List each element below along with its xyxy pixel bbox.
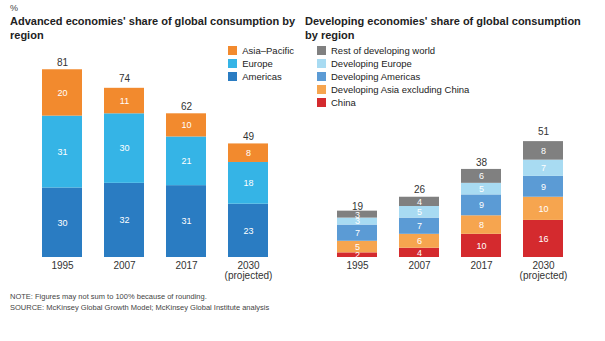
html-text:Advanced economies' share of g: Advanced economies' share of global cons… [10,15,295,41]
svg-text:10: 10 [476,241,486,251]
html-text:China: China [331,97,356,108]
html-text:Developing Asia excluding Chin: Developing Asia excluding China [331,84,470,95]
svg-text:8: 8 [246,148,251,158]
svg-text:49: 49 [243,131,255,142]
svg-text:18: 18 [243,178,253,188]
svg-text:51: 51 [538,126,550,137]
svg-text:6: 6 [417,236,422,246]
html-text:Europe: Europe [242,58,273,69]
svg-text:2030(projected): 2030(projected) [520,260,568,281]
html-text:Rest of developing world: Rest of developing world [331,45,435,56]
svg-text:8: 8 [541,146,546,156]
svg-text:7: 7 [417,221,422,231]
svg-text:20: 20 [57,88,67,98]
svg-text:81: 81 [57,57,69,68]
svg-text:38: 38 [476,157,488,168]
svg-text:21: 21 [181,156,191,166]
svg-text:16: 16 [538,234,548,244]
svg-text:8: 8 [479,220,484,230]
svg-text:4: 4 [417,248,422,258]
svg-text:2017: 2017 [470,260,493,271]
html-text:Developing Americas: Developing Americas [331,71,421,82]
svg-text:11: 11 [120,96,129,106]
svg-text:5: 5 [355,242,360,252]
svg-text:3: 3 [355,216,360,227]
svg-text:3: 3 [355,209,360,220]
svg-text:2030(projected): 2030(projected) [225,260,273,281]
svg-text:31: 31 [181,216,191,226]
svg-text:62: 62 [181,101,193,112]
svg-text:5: 5 [479,184,484,194]
html-text:Asia–Pacific: Asia–Pacific [242,45,294,56]
svg-text:23: 23 [243,226,253,236]
svg-text:32: 32 [119,215,129,225]
svg-text:6: 6 [479,171,484,181]
svg-text:26: 26 [414,184,426,195]
svg-text:5: 5 [417,207,422,217]
html-text:SOURCE: McKinsey Global Growth: SOURCE: McKinsey Global Growth Model; Mc… [10,303,270,312]
html-text:Developing Europe: Developing Europe [331,58,412,69]
svg-text:4: 4 [417,197,422,207]
svg-text:10: 10 [538,204,548,214]
svg-text:9: 9 [479,200,484,210]
svg-text:74: 74 [119,73,131,84]
svg-text:2007: 2007 [113,260,136,271]
svg-text:9: 9 [541,182,546,192]
svg-text:19: 19 [352,201,364,212]
svg-text:30: 30 [119,143,129,153]
html-text:Developing economies' share of: Developing economies' share of global co… [305,15,581,41]
svg-text:1995: 1995 [51,260,74,271]
svg-text:7: 7 [355,228,360,238]
svg-text:2007: 2007 [408,260,431,271]
svg-text:30: 30 [57,218,67,228]
svg-text:2017: 2017 [175,260,198,271]
svg-text:7: 7 [541,163,546,173]
svg-text:1995: 1995 [346,260,369,271]
html-text:NOTE: Figures may not sum to 1: NOTE: Figures may not sum to 100% becaus… [10,292,207,301]
html-text:Americas: Americas [242,71,282,82]
svg-text:10: 10 [181,120,191,130]
svg-text:31: 31 [57,147,67,157]
svg-text:2: 2 [355,250,360,261]
